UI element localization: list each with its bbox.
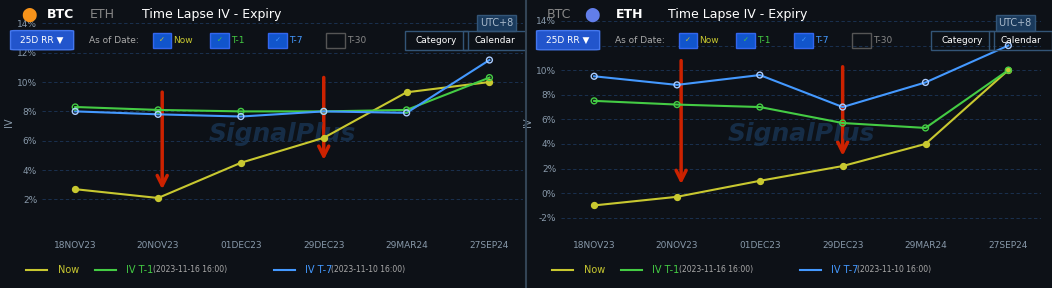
Text: 25D RR ▼: 25D RR ▼ (546, 36, 590, 45)
Text: (2023-11-16 16:00): (2023-11-16 16:00) (679, 265, 752, 274)
Point (481, 75, 498, 80)
Point (834, 164, 851, 168)
Point (669, 102, 686, 107)
Point (481, 80, 498, 84)
Point (149, 196, 166, 200)
Text: SignalPlus: SignalPlus (208, 122, 356, 146)
Text: Now: Now (700, 36, 720, 45)
Text: Now: Now (58, 265, 79, 275)
Point (751, 105, 768, 109)
Text: IV T-1: IV T-1 (126, 265, 154, 275)
Text: UTC+8: UTC+8 (480, 18, 513, 28)
Text: (2023-11-10 16:00): (2023-11-10 16:00) (331, 265, 405, 274)
Text: As of Date:: As of Date: (615, 36, 665, 45)
Text: (2023-11-10 16:00): (2023-11-10 16:00) (857, 265, 931, 274)
Point (149, 108, 166, 112)
Point (398, 90, 414, 95)
Point (917, 80, 934, 85)
FancyBboxPatch shape (794, 33, 813, 48)
Text: 25D RR ▼: 25D RR ▼ (20, 36, 64, 45)
Text: T-1: T-1 (757, 36, 771, 45)
FancyBboxPatch shape (736, 33, 754, 48)
Point (149, 112, 166, 117)
Point (398, 108, 414, 112)
FancyBboxPatch shape (210, 33, 228, 48)
Point (481, 58, 498, 62)
Text: UTC+8: UTC+8 (998, 18, 1032, 28)
Y-axis label: IV: IV (523, 118, 533, 127)
Text: ✓: ✓ (159, 37, 165, 43)
Y-axis label: IV: IV (4, 118, 15, 127)
Point (834, 121, 851, 125)
Text: Now: Now (174, 36, 194, 45)
Text: Category: Category (416, 36, 458, 45)
Point (398, 111, 414, 115)
Point (316, 136, 332, 140)
Point (66, 105, 83, 109)
Point (1000, 68, 1017, 73)
Point (834, 105, 851, 109)
Point (917, 142, 934, 146)
Text: T-7: T-7 (815, 36, 829, 45)
Text: ⬤: ⬤ (21, 7, 37, 22)
Point (1000, 68, 1017, 73)
FancyBboxPatch shape (537, 31, 600, 50)
Point (316, 109, 332, 114)
Text: ✓: ✓ (801, 37, 807, 43)
Text: ⬤: ⬤ (584, 7, 600, 22)
FancyBboxPatch shape (11, 31, 74, 50)
Point (232, 109, 249, 114)
Point (232, 114, 249, 119)
Text: T-7: T-7 (289, 36, 303, 45)
FancyBboxPatch shape (268, 33, 286, 48)
Text: Now: Now (584, 265, 605, 275)
Point (917, 126, 934, 130)
Text: BTC: BTC (47, 8, 75, 21)
Point (751, 73, 768, 77)
Point (669, 194, 686, 199)
Point (586, 74, 603, 79)
Point (316, 109, 332, 114)
Text: SignalPlus: SignalPlus (728, 122, 875, 146)
Point (586, 203, 603, 208)
Text: ETH: ETH (615, 8, 643, 21)
FancyBboxPatch shape (679, 33, 697, 48)
Text: ✓: ✓ (743, 37, 749, 43)
Text: Time Lapse IV - Expiry: Time Lapse IV - Expiry (142, 8, 281, 21)
Text: Time Lapse IV - Expiry: Time Lapse IV - Expiry (668, 8, 807, 21)
Text: T-30: T-30 (347, 36, 366, 45)
Text: BTC: BTC (547, 8, 571, 21)
FancyBboxPatch shape (153, 33, 170, 48)
Text: IV T-1: IV T-1 (652, 265, 680, 275)
Point (669, 83, 686, 87)
Point (66, 187, 83, 192)
Text: T-30: T-30 (873, 36, 892, 45)
Text: Category: Category (942, 36, 984, 45)
Text: Calendar: Calendar (474, 36, 514, 45)
Text: T-1: T-1 (231, 36, 245, 45)
Text: Calendar: Calendar (1000, 36, 1040, 45)
Point (751, 179, 768, 183)
Text: ETH: ETH (89, 8, 115, 21)
Point (586, 98, 603, 103)
Text: ✓: ✓ (275, 37, 281, 43)
Text: IV T-7: IV T-7 (831, 265, 858, 275)
Text: ✓: ✓ (217, 37, 223, 43)
Point (232, 160, 249, 165)
Point (1000, 43, 1017, 48)
Point (66, 109, 83, 114)
Text: (2023-11-16 16:00): (2023-11-16 16:00) (153, 265, 226, 274)
Text: As of Date:: As of Date: (89, 36, 139, 45)
Text: ✓: ✓ (685, 37, 691, 43)
Text: IV T-7: IV T-7 (305, 265, 332, 275)
